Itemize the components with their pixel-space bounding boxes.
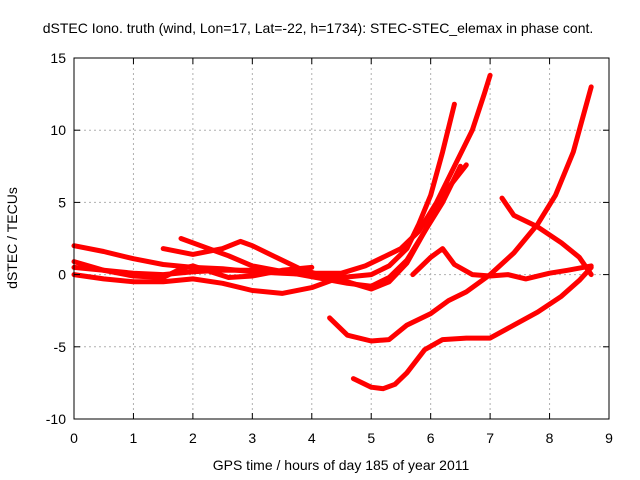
x-tick-label: 2 [189, 430, 197, 446]
grid [74, 58, 609, 419]
chart-title: dSTEC Iono. truth (wind, Lon=17, Lat=-22… [43, 20, 594, 36]
series-line-6 [71, 259, 315, 280]
series-line-7 [327, 84, 594, 344]
x-tick-label: 6 [427, 430, 435, 446]
y-tick-label: 0 [58, 267, 66, 283]
y-tick-label: 10 [50, 122, 66, 138]
x-tick-label: 7 [486, 430, 494, 446]
y-tick-label: -10 [46, 411, 66, 427]
x-tick-label: 0 [70, 430, 78, 446]
x-tick-label: 4 [308, 430, 316, 446]
y-axis-label: dSTEC / TECUs [4, 187, 20, 289]
series-line-2 [71, 72, 493, 278]
y-tick-label: 5 [58, 194, 66, 210]
y-tick-label: -5 [54, 339, 67, 355]
x-tick-label: 9 [605, 430, 613, 446]
series-line-5 [71, 272, 339, 296]
plot-frame [73, 57, 610, 420]
x-tick-label: 3 [248, 430, 256, 446]
series-line-8 [350, 264, 594, 392]
tick-labels: 0 1 2 3 4 5 6 7 8 9 -10 -5 0 5 10 15 [46, 50, 613, 446]
series-line-10 [499, 195, 594, 278]
x-tick-label: 5 [367, 430, 375, 446]
series-line-4 [160, 162, 469, 292]
series-layer [71, 72, 594, 392]
x-tick-label: 8 [546, 430, 554, 446]
x-tick-label: 1 [130, 430, 138, 446]
x-axis-label: GPS time / hours of day 185 of year 2011 [213, 457, 470, 473]
series-line-9 [410, 246, 594, 282]
y-tick-label: 15 [50, 50, 66, 66]
